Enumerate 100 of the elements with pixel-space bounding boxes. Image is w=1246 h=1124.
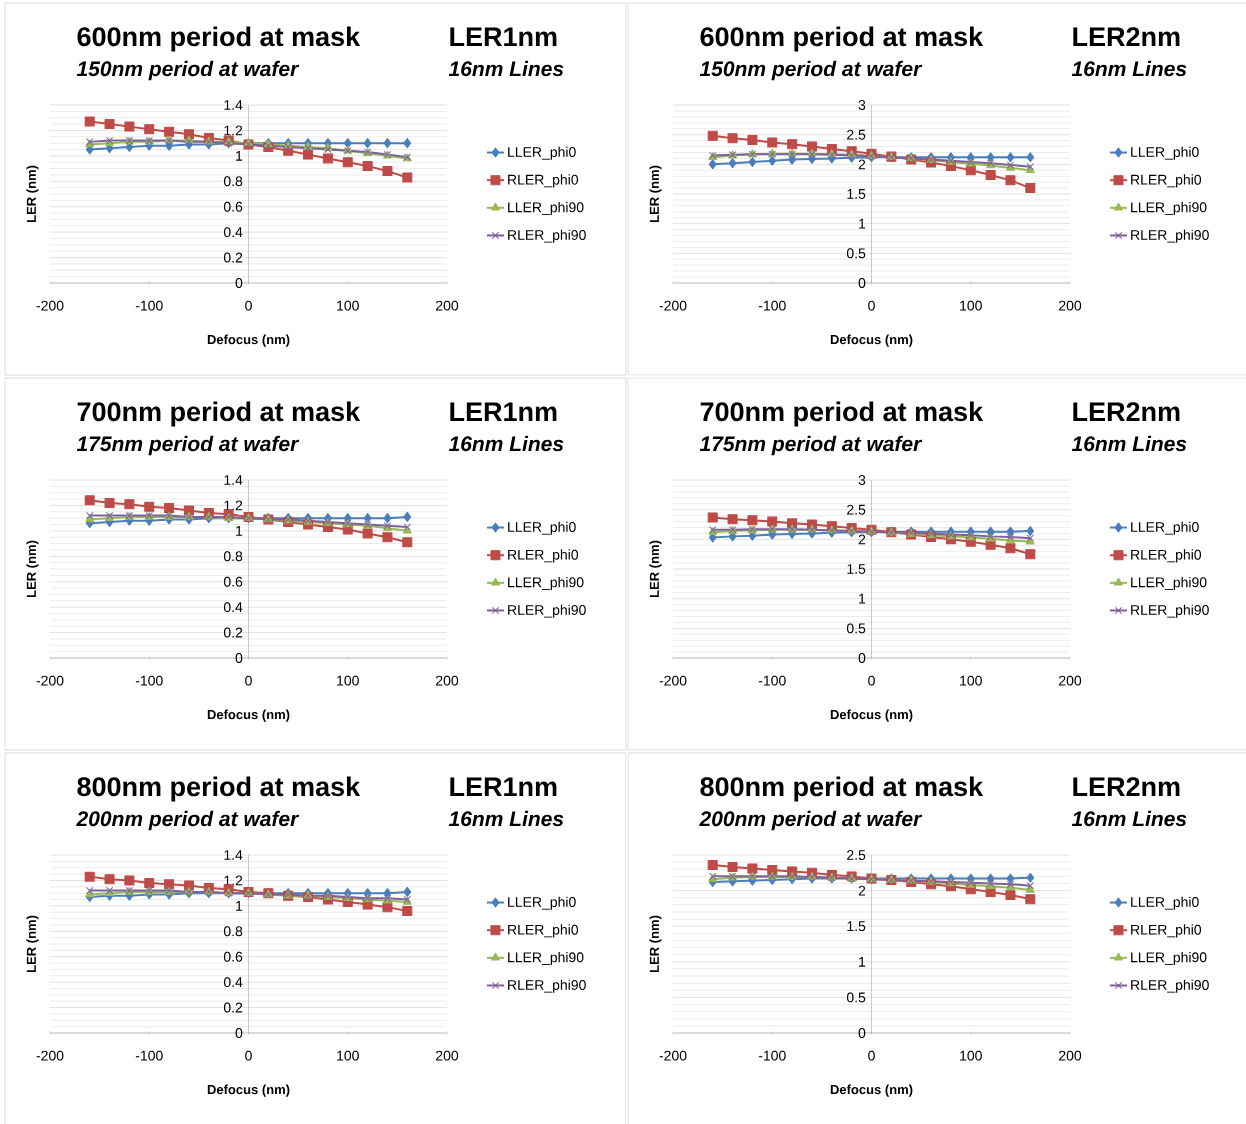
x-tick-label: -200 [659, 675, 687, 686]
x-tick-label: 100 [337, 1050, 359, 1061]
x-axis-title: Defocus (nm) [830, 334, 913, 347]
chart-title: 600nm period at mask [77, 26, 361, 52]
y-tick-label: 0.6 [223, 951, 243, 962]
chart-subtitle: 150nm period at wafer [699, 60, 923, 81]
x-tick-label: -100 [758, 300, 786, 311]
y-tick-label: 1 [236, 901, 243, 911]
text: LER1nm [450, 27, 557, 46]
x-tick-label: 100 [960, 675, 982, 686]
x-tick-label: 0 [245, 1050, 252, 1061]
y-tick-label: 0 [858, 653, 866, 663]
y-tick-label: 2 [858, 159, 866, 170]
legend-label: RLER_phi90 [508, 604, 586, 618]
legend-label: RLER_phi0 [1131, 924, 1202, 938]
legend-label: LLER_phi90 [508, 577, 584, 591]
legend-label: LLER_phi90 [508, 202, 584, 216]
y-tick-label: 0.8 [223, 926, 243, 937]
legend-label: RLER_phi90 [508, 229, 586, 243]
x-tick-label: -100 [758, 675, 786, 686]
legend-label: RLER_phi0 [1131, 174, 1202, 188]
x-axis-title: Defocus (nm) [207, 334, 290, 347]
legend-label: LLER_phi90 [1131, 952, 1207, 966]
x-tick-label: 0 [245, 300, 252, 311]
chart-subtitle: 200nm period at wafer [699, 810, 923, 831]
legend-label: RLER_phi90 [1131, 229, 1209, 243]
y-tick-label: 0.4 [223, 227, 243, 238]
x-tick-label: -100 [135, 1050, 163, 1061]
y-axis-title: LER (nm) [649, 915, 662, 973]
y-tick-label: 3 [858, 475, 866, 485]
text: LER2nm [1073, 777, 1180, 797]
x-tick-label: 200 [436, 1050, 459, 1061]
x-tick-label: -100 [135, 300, 163, 311]
y-tick-label: 2.5 [847, 850, 866, 860]
y-tick-label: 0.6 [223, 576, 243, 587]
x-tick-label: 0 [245, 675, 252, 686]
chart-subtitle: 175nm period at wafer [699, 435, 923, 456]
y-tick-label: 2.5 [847, 504, 866, 515]
x-axis-title: Defocus (nm) [207, 1084, 290, 1097]
y-tick-label: 0.5 [846, 623, 866, 634]
y-tick-label: 1.5 [847, 564, 866, 574]
x-tick-label: -200 [659, 300, 687, 311]
text: LER1nm [450, 402, 557, 422]
text: 16nm Lines [1071, 810, 1187, 827]
y-tick-label: 2 [858, 534, 866, 545]
y-tick-label: 1.4 [224, 475, 243, 485]
legend-label: RLER_phi0 [1131, 549, 1202, 563]
chart-title: 800nm period at mask [77, 776, 361, 802]
text: 16nm Lines [448, 810, 564, 827]
y-tick-label: 0.5 [846, 248, 866, 259]
x-axis-title: Defocus (nm) [207, 709, 290, 722]
chart-subtitle: 150nm period at wafer [76, 60, 300, 81]
legend-label: RLER_phi90 [508, 979, 586, 993]
chart-subtitle: 175nm period at wafer [76, 435, 300, 456]
y-tick-label: 0.4 [223, 977, 243, 988]
legend-label: RLER_phi0 [508, 174, 579, 188]
x-axis-title: Defocus (nm) [830, 709, 913, 722]
x-tick-label: 100 [337, 675, 359, 686]
y-tick-label: 1.2 [224, 875, 243, 886]
y-tick-label: 0 [858, 1028, 866, 1038]
y-tick-label: 0.2 [223, 627, 243, 638]
y-tick-label: 3 [858, 100, 866, 110]
legend-label: LLER_phi0 [1131, 521, 1199, 535]
chart-title: 800nm period at mask [700, 776, 984, 802]
text: 16nm Lines [448, 435, 564, 452]
legend-label: LLER_phi90 [1131, 577, 1207, 591]
x-tick-label: 200 [1059, 1050, 1082, 1061]
y-tick-label: 1.4 [224, 850, 243, 860]
legend-label: LLER_phi0 [508, 896, 576, 910]
x-axis-title: Defocus (nm) [830, 1084, 913, 1097]
y-axis-title: LER (nm) [26, 915, 39, 973]
x-tick-label: 200 [436, 300, 459, 311]
chart-title: 600nm period at mask [700, 26, 984, 52]
y-tick-label: 1 [236, 526, 243, 536]
y-tick-label: 0 [235, 653, 243, 663]
text: 16nm Lines [448, 60, 564, 77]
x-tick-label: -100 [758, 1050, 786, 1061]
y-tick-label: 0 [235, 1028, 243, 1038]
text: LER2nm [1073, 27, 1180, 46]
text: 16nm Lines [1071, 60, 1187, 77]
x-tick-label: -200 [36, 675, 64, 686]
y-tick-label: 0.2 [223, 1002, 243, 1013]
x-tick-label: 100 [337, 300, 359, 311]
legend-label: RLER_phi0 [508, 924, 579, 938]
x-tick-label: 200 [1059, 675, 1082, 686]
legend-label: LLER_phi90 [1131, 202, 1207, 216]
text: 16nm Lines [1071, 435, 1187, 452]
y-tick-label: 1.2 [224, 125, 243, 136]
y-tick-label: 1 [859, 957, 866, 967]
y-tick-label: 0.5 [846, 992, 866, 1003]
x-tick-label: 0 [868, 1050, 875, 1061]
y-axis-title: LER (nm) [26, 540, 39, 598]
x-tick-label: 100 [960, 1050, 982, 1061]
y-tick-label: 1.5 [847, 921, 866, 932]
y-axis-title: LER (nm) [649, 540, 662, 598]
x-tick-label: 200 [436, 675, 459, 686]
y-tick-label: 0.8 [223, 551, 243, 562]
y-tick-label: 1.4 [224, 100, 243, 110]
legend-label: LLER_phi90 [508, 952, 584, 966]
legend-label: RLER_phi90 [1131, 979, 1209, 993]
